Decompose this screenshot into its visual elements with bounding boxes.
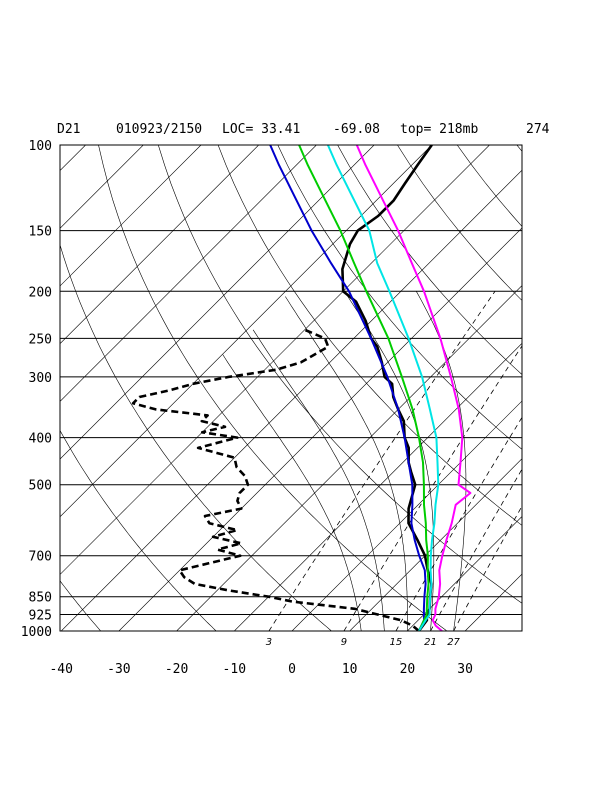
pressure-tick-label: 925 <box>29 609 52 624</box>
pressure-tick-label: 300 <box>29 371 52 386</box>
isotherm <box>0 145 28 631</box>
location-latitude: LOC= 33.41 <box>222 122 300 137</box>
dry-adiabat <box>158 145 522 604</box>
isotherm <box>523 145 612 631</box>
isotherm <box>60 145 375 460</box>
isotherm <box>234 342 522 631</box>
header-extra-value: 274 <box>526 122 550 137</box>
pressure-tick-label: 200 <box>29 285 52 300</box>
pressure-tick-label: 100 <box>29 139 52 154</box>
isotherm <box>581 145 612 631</box>
sounding-trace-3 <box>269 145 427 631</box>
isotherm <box>60 145 317 402</box>
moist-adiabat <box>344 291 435 631</box>
pressure-tick-label: 700 <box>29 550 52 565</box>
moist-adiabat <box>416 291 467 631</box>
sounding-trace-1 <box>341 145 433 631</box>
isotherm <box>60 169 522 631</box>
location-longitude: -69.08 <box>333 122 380 137</box>
station-id: D21 <box>57 122 80 137</box>
moist-adiabat <box>222 354 362 631</box>
sounding-trace-4 <box>298 145 430 631</box>
temperature-tick-label: -40 <box>49 662 72 677</box>
pressure-tick-label: 250 <box>29 332 52 347</box>
sounding-trace-5 <box>326 145 440 631</box>
temperature-tick-label: -20 <box>165 662 188 677</box>
pressure-tick-label: 400 <box>29 432 52 447</box>
mixing-ratio-label: 15 <box>389 637 402 648</box>
temperature-tick-label: -10 <box>223 662 246 677</box>
sounding-trace-6 <box>355 145 472 631</box>
isotherm <box>349 458 522 631</box>
temperature-axis-labels: -40 -30 -20 -10 0 10 20 30 <box>49 662 472 677</box>
pressure-tick-label: 150 <box>29 225 52 240</box>
sounding-trace-2 <box>131 328 420 631</box>
temperature-tick-label: 20 <box>400 662 416 677</box>
isotherm <box>464 573 522 631</box>
isotherm <box>60 145 259 345</box>
temperature-tick-label: 0 <box>288 662 296 677</box>
moist-adiabat <box>252 329 385 631</box>
dry-adiabat <box>277 145 522 450</box>
dry-adiabat <box>217 145 522 526</box>
mixing-ratio-line <box>343 345 522 631</box>
isotherm <box>60 145 490 575</box>
mixing-ratio-line <box>430 468 522 631</box>
sounding-traces <box>131 145 472 631</box>
dry-adiabat <box>516 145 522 152</box>
mixing-ratio-label: 21 <box>424 637 437 648</box>
pressure-tick-label: 1000 <box>21 625 52 640</box>
pressure-tick-label: 850 <box>29 591 52 606</box>
pressure-tick-label: 500 <box>29 479 52 494</box>
isotherm <box>60 145 202 287</box>
mixing-ratio-label: 9 <box>341 637 347 648</box>
temperature-tick-label: -30 <box>107 662 130 677</box>
dry-adiabat <box>577 145 612 631</box>
mixing-ratio-line <box>395 416 522 631</box>
isotherm <box>60 145 433 518</box>
mixing-ratio-labels: 3 9 15 21 27 <box>266 637 461 648</box>
temperature-tick-label: 10 <box>342 662 358 677</box>
mixing-ratio-line <box>268 291 496 631</box>
sounding-top: top= 218mb <box>400 122 478 137</box>
moist-adiabat <box>285 296 408 631</box>
mixing-ratio-label: 3 <box>266 637 272 648</box>
dry-adiabat <box>337 145 522 376</box>
isotherm <box>407 515 522 631</box>
isotherm <box>176 285 522 631</box>
dry-adiabat <box>98 145 448 631</box>
isotherm <box>118 227 522 631</box>
temperature-tick-label: 30 <box>457 662 473 677</box>
plot-frame <box>59 144 523 632</box>
mixing-ratio-line <box>453 505 522 631</box>
dry-adiabat <box>397 145 522 301</box>
date-time: 010923/2150 <box>116 122 202 137</box>
isotherm <box>60 145 144 229</box>
mixing-ratio-label: 27 <box>447 637 460 648</box>
isotherm <box>291 400 522 631</box>
header: D21 010923/2150 LOC= 33.41 -69.08 top= 2… <box>57 122 550 137</box>
